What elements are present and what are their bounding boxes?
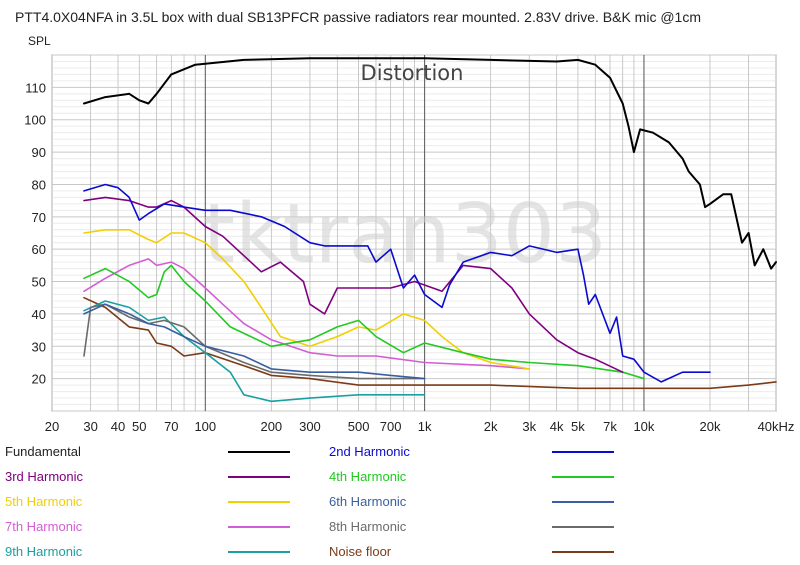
x-tick-label: 300 xyxy=(299,419,321,434)
x-tick-label: 1k xyxy=(418,419,432,434)
y-tick-label: 70 xyxy=(32,210,46,225)
x-tick-label: 40kHz xyxy=(758,419,795,434)
series-line-5th-harmonic xyxy=(83,229,531,370)
legend-label: 4th Harmonic xyxy=(329,469,407,484)
x-tick-label: 20 xyxy=(45,419,59,434)
series-line-4th-harmonic xyxy=(83,264,645,380)
legend-label: 2nd Harmonic xyxy=(329,444,410,459)
series-line-2nd-harmonic xyxy=(83,183,711,383)
y-tick-label: 30 xyxy=(32,339,46,354)
chart-title: PTT4.0X04NFA in 3.5L box with dual SB13P… xyxy=(15,9,701,25)
y-tick-label: 90 xyxy=(32,145,46,160)
x-tick-label: 7k xyxy=(603,419,617,434)
grid-lines xyxy=(51,54,777,412)
x-tick-label: 40 xyxy=(111,419,125,434)
series-line-7th-harmonic xyxy=(83,258,531,370)
legend-label: Fundamental xyxy=(5,444,81,459)
y-tick-label: 110 xyxy=(25,80,46,95)
legend-label: 5th Harmonic xyxy=(5,494,83,509)
legend-label: Noise floor xyxy=(329,544,392,559)
x-tick-label: 4k xyxy=(550,419,564,434)
x-tick-labels: 20 30 40 50 70 100 200 300 500 700 1k 2k 3k 4k 5k 7k 10k… xyxy=(45,419,795,434)
series-line-fundamental xyxy=(83,57,777,270)
y-tick-label: 50 xyxy=(32,275,46,290)
x-tick-label: 70 xyxy=(164,419,178,434)
x-tick-label: 50 xyxy=(132,419,146,434)
x-tick-label: 2k xyxy=(484,419,498,434)
x-tick-label: 500 xyxy=(348,419,370,434)
legend-label: 3rd Harmonic xyxy=(5,469,84,484)
legend-label: 7th Harmonic xyxy=(5,519,83,534)
x-tick-label: 5k xyxy=(571,419,585,434)
legend-label: 6th Harmonic xyxy=(329,494,407,509)
series-layer xyxy=(83,57,777,403)
legend: Fundamental 2nd Harmonic 3rd Harmonic 4th H… xyxy=(5,444,614,559)
y-tick-label: 60 xyxy=(32,242,46,257)
watermark-text: tktran303 xyxy=(203,187,607,282)
plot-area: tktran303 Distortion xyxy=(51,54,777,412)
y-tick-label: 100 xyxy=(24,113,46,128)
x-tick-label: 30 xyxy=(83,419,97,434)
y-tick-label: 80 xyxy=(32,177,46,192)
y-tick-label: 40 xyxy=(32,307,46,322)
series-line-6th-harmonic xyxy=(83,303,426,380)
y-tick-label: 20 xyxy=(32,372,46,387)
x-tick-label: 3k xyxy=(522,419,536,434)
series-line-noise-floor xyxy=(83,296,777,390)
legend-label: 9th Harmonic xyxy=(5,544,83,559)
x-tick-label: 10k xyxy=(633,419,654,434)
distortion-annotation: Distortion xyxy=(361,61,464,85)
x-tick-label: 20k xyxy=(699,419,720,434)
x-tick-label: 100 xyxy=(194,419,216,434)
x-tick-label: 700 xyxy=(380,419,402,434)
series-line-9th-harmonic xyxy=(83,300,426,403)
y-axis-label: SPL xyxy=(28,34,51,48)
legend-label: 8th Harmonic xyxy=(329,519,407,534)
x-tick-label: 200 xyxy=(260,419,282,434)
y-tick-labels: 20 30 40 50 60 70 80 90 100 110 xyxy=(24,80,46,386)
